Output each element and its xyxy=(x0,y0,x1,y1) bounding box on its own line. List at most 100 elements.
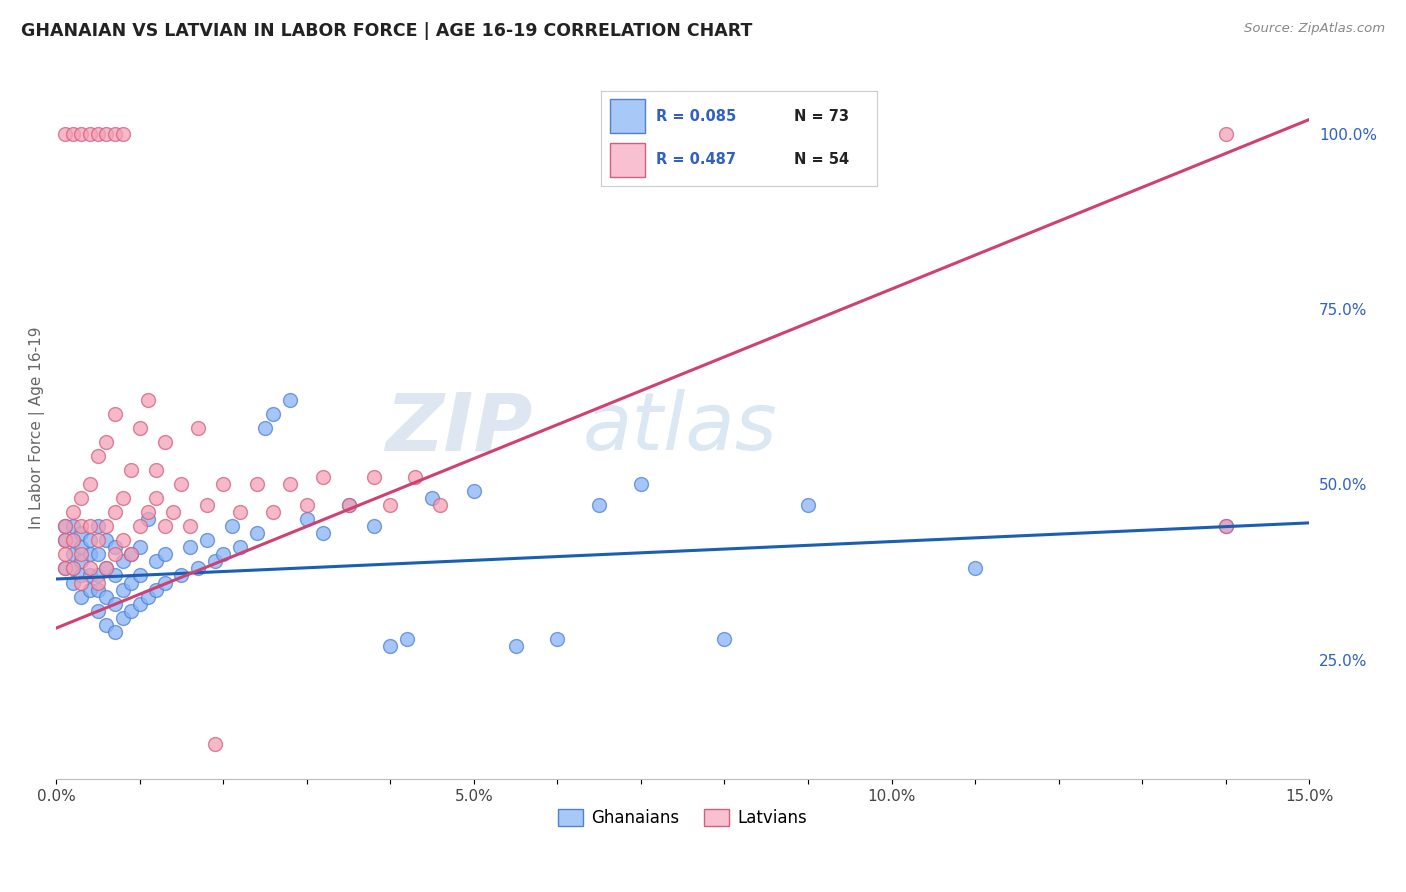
Point xyxy=(145,463,167,477)
Point xyxy=(104,624,127,639)
Point xyxy=(204,737,226,751)
Point xyxy=(104,541,127,555)
Point xyxy=(79,561,101,575)
Point xyxy=(70,127,93,141)
Point xyxy=(53,561,76,575)
Point xyxy=(404,470,426,484)
Point xyxy=(111,491,134,506)
Point xyxy=(120,603,142,617)
Point xyxy=(111,554,134,568)
Point xyxy=(104,505,127,519)
Point xyxy=(87,548,110,562)
Point xyxy=(128,519,150,533)
Text: GHANAIAN VS LATVIAN IN LABOR FORCE | AGE 16-19 CORRELATION CHART: GHANAIAN VS LATVIAN IN LABOR FORCE | AGE… xyxy=(21,22,752,40)
Point xyxy=(312,470,335,484)
Point xyxy=(104,127,127,141)
Point xyxy=(136,512,159,526)
Point xyxy=(278,393,301,408)
Point xyxy=(96,435,118,450)
Point xyxy=(204,554,226,568)
Point xyxy=(87,127,110,141)
Point xyxy=(70,491,93,506)
Point xyxy=(53,533,76,548)
Point xyxy=(70,554,93,568)
Point xyxy=(62,548,84,562)
Point xyxy=(153,435,176,450)
Point xyxy=(253,421,276,435)
Point xyxy=(212,548,235,562)
Point xyxy=(128,568,150,582)
Point xyxy=(62,127,84,141)
Point xyxy=(70,575,93,590)
Point xyxy=(53,533,76,548)
Point xyxy=(87,533,110,548)
Point xyxy=(463,484,485,499)
Point xyxy=(965,561,987,575)
Point xyxy=(104,407,127,421)
Point xyxy=(79,533,101,548)
Point xyxy=(62,533,84,548)
Point xyxy=(96,561,118,575)
Point xyxy=(70,568,93,582)
Point xyxy=(363,470,385,484)
Point xyxy=(111,610,134,624)
Point xyxy=(395,632,418,646)
Point xyxy=(79,127,101,141)
Point xyxy=(380,499,402,513)
Point xyxy=(96,519,118,533)
Point xyxy=(246,477,269,491)
Point xyxy=(62,533,84,548)
Point xyxy=(87,519,110,533)
Point xyxy=(120,463,142,477)
Point xyxy=(546,632,568,646)
Point xyxy=(1215,519,1237,533)
Point xyxy=(120,575,142,590)
Point xyxy=(505,639,527,653)
Point xyxy=(588,499,610,513)
Point xyxy=(195,499,218,513)
Point xyxy=(337,499,360,513)
Point xyxy=(145,582,167,597)
Point xyxy=(87,449,110,463)
Point xyxy=(162,505,184,519)
Point xyxy=(179,519,201,533)
Point xyxy=(62,575,84,590)
Point xyxy=(136,505,159,519)
Legend: Ghanaians, Latvians: Ghanaians, Latvians xyxy=(551,802,814,834)
Point xyxy=(278,477,301,491)
Point xyxy=(79,568,101,582)
Point xyxy=(429,499,451,513)
Point xyxy=(104,568,127,582)
Point xyxy=(246,526,269,541)
Point xyxy=(1215,127,1237,141)
Point xyxy=(96,127,118,141)
Point xyxy=(212,477,235,491)
Point xyxy=(62,561,84,575)
Point xyxy=(713,632,735,646)
Text: Source: ZipAtlas.com: Source: ZipAtlas.com xyxy=(1244,22,1385,36)
Point xyxy=(70,548,93,562)
Point xyxy=(120,548,142,562)
Text: ZIP: ZIP xyxy=(385,389,533,467)
Point xyxy=(79,477,101,491)
Point xyxy=(295,499,318,513)
Point xyxy=(153,575,176,590)
Point xyxy=(420,491,443,506)
Point xyxy=(62,561,84,575)
Point xyxy=(229,505,252,519)
Point xyxy=(87,603,110,617)
Point xyxy=(221,519,243,533)
Point xyxy=(111,533,134,548)
Point xyxy=(153,519,176,533)
Point xyxy=(187,561,209,575)
Point xyxy=(128,421,150,435)
Point xyxy=(62,505,84,519)
Point xyxy=(136,590,159,604)
Point xyxy=(120,548,142,562)
Point xyxy=(630,477,652,491)
Point xyxy=(797,499,820,513)
Point xyxy=(111,127,134,141)
Point xyxy=(312,526,335,541)
Point xyxy=(53,548,76,562)
Point xyxy=(53,127,76,141)
